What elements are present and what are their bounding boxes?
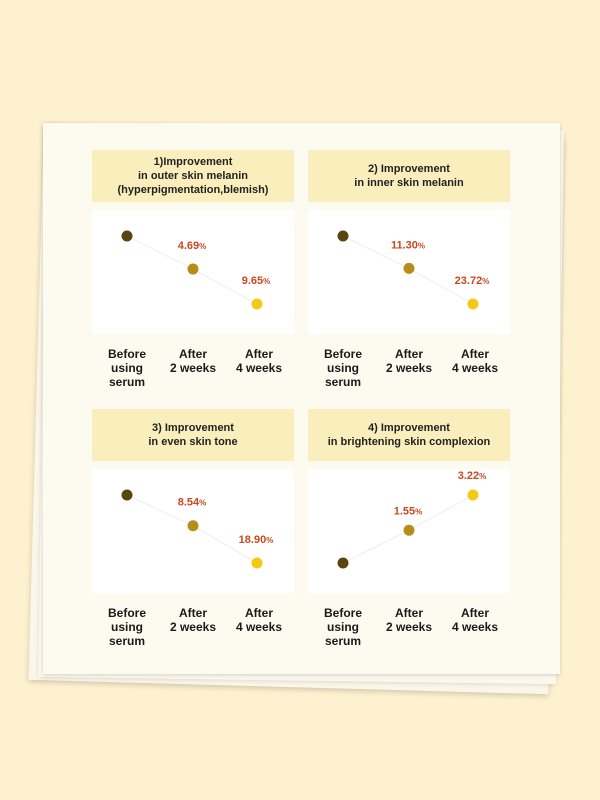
- chart-title: 1)Improvement in outer skin melanin (hyp…: [92, 150, 294, 202]
- chart-title: 4) Improvement in brightening skin compl…: [308, 409, 510, 461]
- chart-svg: 1.55% 3.22%: [337, 470, 487, 569]
- plot-area: 4.69% 9.65%: [92, 210, 294, 334]
- chart-panel-2: 2) Improvement in inner skin melanin 11.…: [308, 150, 510, 389]
- plot-area: 8.54% 18.90%: [92, 469, 294, 593]
- data-label: 8.54%: [178, 497, 207, 509]
- data-point: [121, 489, 133, 501]
- data-point: [121, 230, 133, 242]
- data-label: 1.55%: [394, 505, 423, 517]
- chart-title: 2) Improvement in inner skin melanin: [308, 150, 510, 202]
- x-tick-label: After 4 weeks: [451, 606, 499, 634]
- chart-svg: 11.30% 23.72%: [337, 230, 490, 310]
- data-point: [403, 524, 415, 536]
- data-label: 18.90%: [239, 534, 274, 546]
- data-point: [251, 298, 263, 310]
- chart-panel-1: 1)Improvement in outer skin melanin (hyp…: [92, 150, 294, 389]
- x-tick-label: After 4 weeks: [451, 347, 499, 375]
- x-tick-label: After 4 weeks: [235, 347, 283, 375]
- plot-area: 11.30% 23.72%: [308, 210, 510, 334]
- data-label: 23.72%: [455, 275, 490, 287]
- data-point: [467, 298, 479, 310]
- data-label: 4.69%: [178, 240, 207, 252]
- plot-area: 1.55% 3.22%: [308, 469, 510, 593]
- x-tick-label: After 2 weeks: [169, 347, 217, 375]
- data-point: [251, 557, 263, 569]
- x-axis-labels: Before using serum After 2 weeks After 4…: [308, 606, 510, 648]
- data-point: [187, 263, 199, 275]
- x-tick-label: Before using serum: [107, 606, 146, 648]
- chart-panel-4: 4) Improvement in brightening skin compl…: [308, 409, 510, 648]
- data-label: 11.30%: [391, 239, 425, 251]
- data-point: [337, 230, 349, 242]
- x-tick-label: After 2 weeks: [169, 606, 217, 634]
- data-label: 3.22%: [458, 470, 487, 482]
- x-axis-labels: Before using serum After 2 weeks After 4…: [92, 347, 294, 389]
- chart-title: 3) Improvement in even skin tone: [92, 409, 294, 461]
- x-tick-label: Before using serum: [323, 347, 362, 389]
- data-point: [467, 489, 479, 501]
- x-axis-labels: Before using serum After 2 weeks After 4…: [92, 606, 294, 648]
- x-tick-label: Before using serum: [107, 347, 146, 389]
- chart-panel-3: 3) Improvement in even skin tone 8.54% 18…: [92, 409, 294, 648]
- chart-svg: 4.69% 9.65%: [121, 230, 271, 310]
- data-point: [187, 520, 199, 532]
- chart-svg: 8.54% 18.90%: [121, 489, 274, 569]
- x-tick-label: After 2 weeks: [385, 347, 433, 375]
- data-point: [403, 262, 415, 274]
- x-tick-label: Before using serum: [323, 606, 362, 648]
- data-label: 9.65%: [242, 275, 271, 287]
- x-tick-label: After 4 weeks: [235, 606, 283, 634]
- x-axis-labels: Before using serum After 2 weeks After 4…: [308, 347, 510, 389]
- x-tick-label: After 2 weeks: [385, 606, 433, 634]
- data-point: [337, 557, 349, 569]
